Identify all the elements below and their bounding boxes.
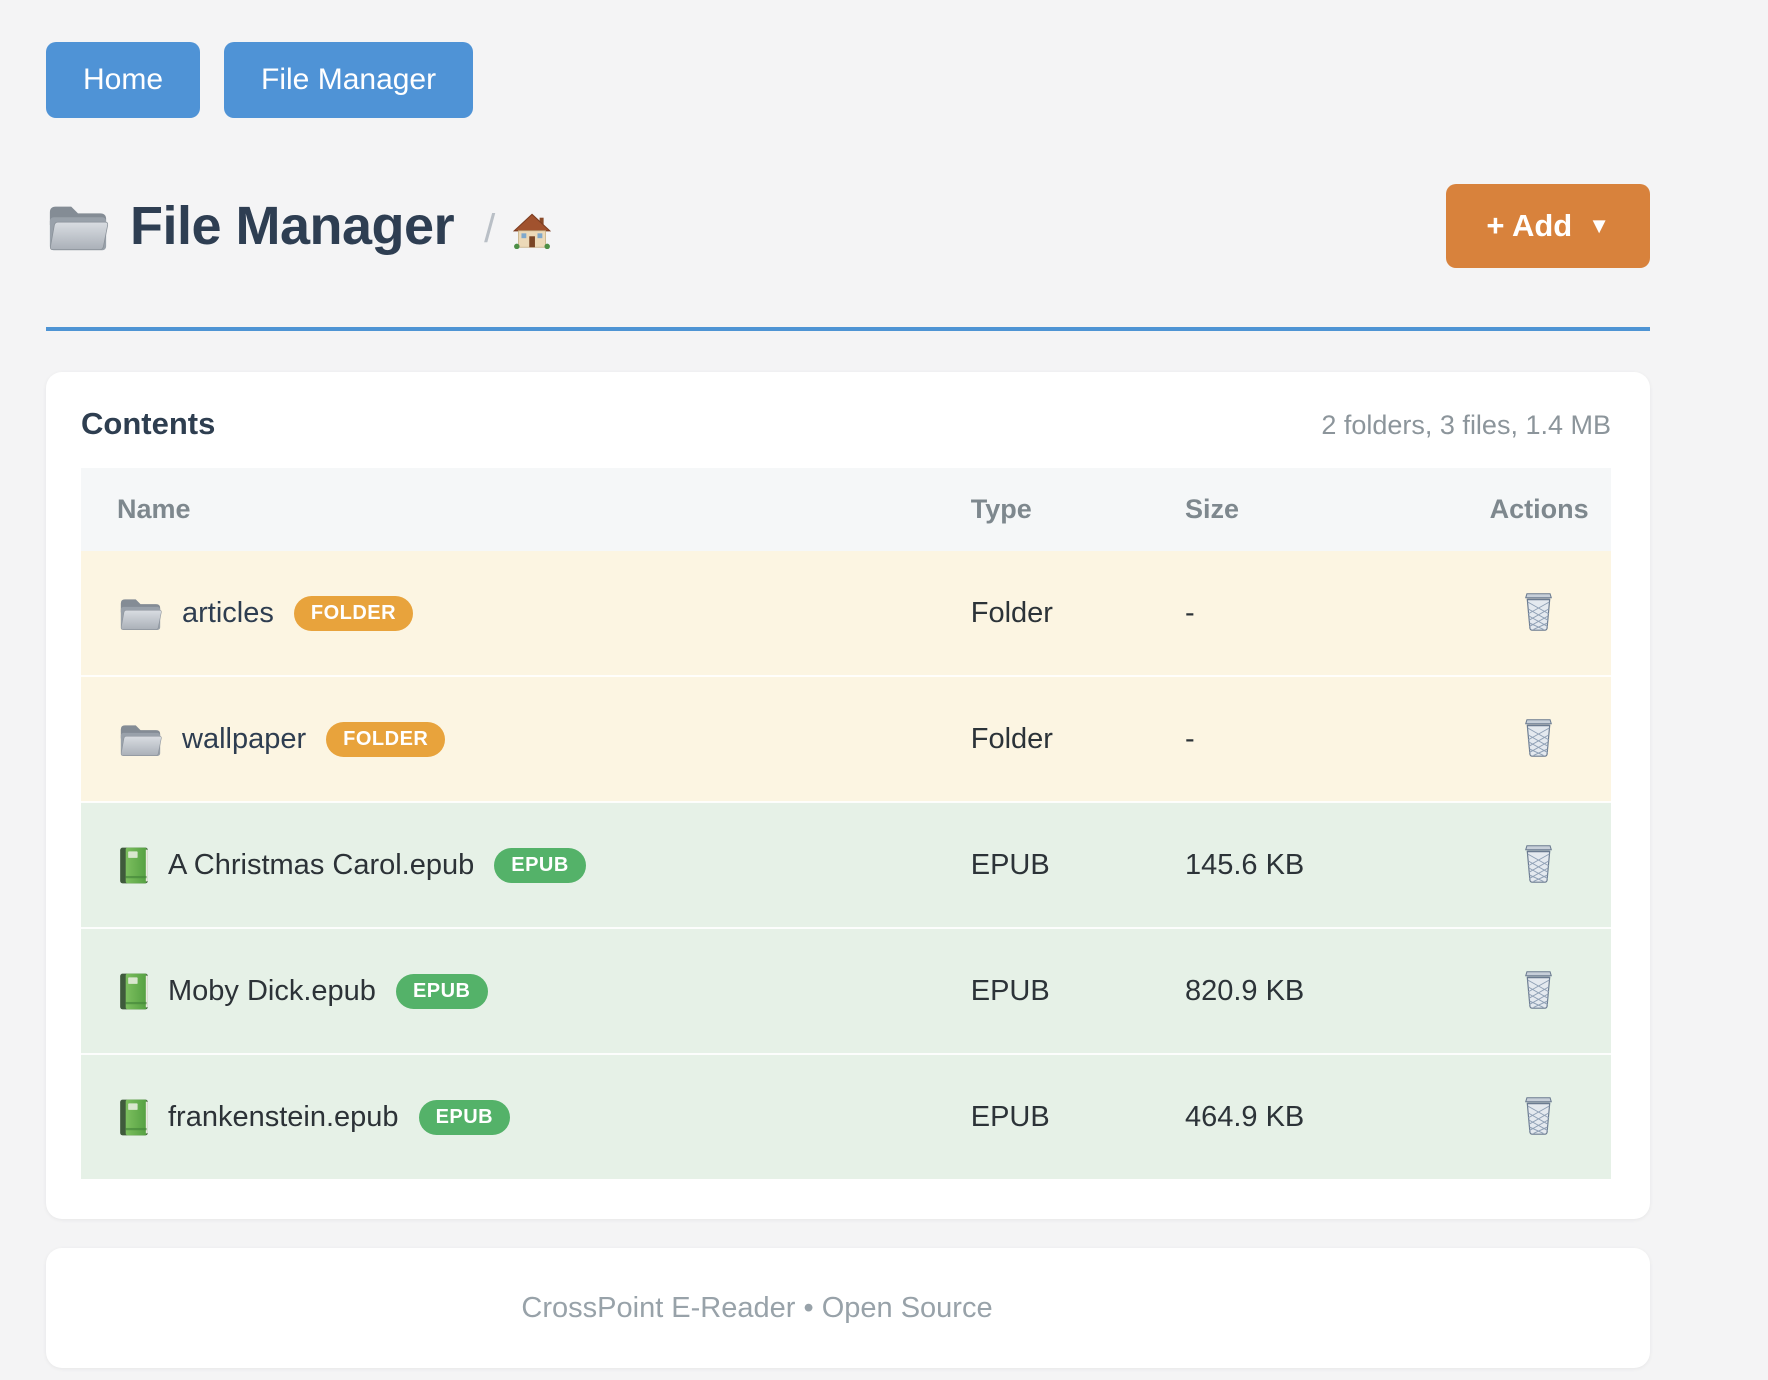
book-icon [120,973,148,1009]
column-header-type: Type [934,468,1149,551]
folder-icon [120,725,162,757]
delete-button[interactable] [1518,965,1559,1011]
add-button[interactable]: + Add ▼ [1446,184,1650,268]
table-row-moby-dick: Moby Dick.epub EPUB EPUB 820.9 KB [81,927,1611,1054]
contents-card-header: Contents 2 folders, 3 files, 1.4 MB [81,406,1611,442]
delete-button[interactable] [1518,713,1559,759]
folder-name-link[interactable]: articles [182,596,274,629]
files-table: Name Type Size Actions articles FOLDER [81,468,1611,1179]
type-cell: EPUB [934,1053,1149,1179]
size-cell: 464.9 KB [1148,1053,1466,1179]
epub-badge: EPUB [395,973,488,1009]
size-cell: 820.9 KB [1148,927,1466,1054]
footer-card: CrossPoint E-Reader • Open Source [46,1248,1650,1368]
open-folder-icon [49,206,109,251]
file-name-link[interactable]: Moby Dick.epub [168,974,376,1007]
book-icon [120,847,148,883]
trash-icon [1524,844,1552,883]
delete-button[interactable] [1518,1091,1559,1137]
epub-badge: EPUB [494,847,586,883]
book-icon [120,1099,148,1135]
footer-text: CrossPoint E-Reader • Open Source [521,1291,993,1324]
file-name-link[interactable]: A Christmas Carol.epub [168,848,475,881]
epub-badge: EPUB [418,1099,511,1135]
type-cell: Folder [970,596,1053,629]
table-row-wallpaper: wallpaper FOLDER Folder - [81,675,1611,802]
contents-summary: 2 folders, 3 files, 1.4 MB [1321,410,1611,440]
file-manager-nav-button[interactable]: File Manager [224,42,474,118]
folder-name-link[interactable]: wallpaper [182,722,307,755]
file-name-link[interactable]: frankenstein.epub [168,1100,399,1133]
page: Home File Manager File Manager / + Add ▼… [46,0,1650,1368]
delete-button[interactable] [1518,839,1559,885]
title-divider [46,327,1650,331]
contents-card: Contents 2 folders, 3 files, 1.4 MB Name… [46,372,1650,1219]
table-row-frankenstein: frankenstein.epub EPUB EPUB 464.9 KB [81,1053,1611,1179]
caret-down-icon: ▼ [1588,213,1610,238]
title-wrap: File Manager / [46,195,552,257]
size-cell: - [1184,596,1195,629]
table-row-articles: articles FOLDER Folder - [81,551,1611,676]
column-header-size: Size [1148,468,1466,551]
trash-icon [1524,1097,1552,1135]
size-cell: 145.6 KB [1148,801,1466,928]
folder-badge: FOLDER [293,595,414,631]
type-cell: Folder [934,675,1149,802]
add-button-label: + Add [1486,208,1573,243]
column-header-name: Name [81,468,935,551]
top-nav: Home File Manager [46,0,1650,118]
folder-icon [120,599,162,631]
page-title: File Manager [130,196,455,256]
table-header-row: Name Type Size Actions [81,468,1611,551]
delete-button[interactable] [1518,587,1559,633]
folder-badge: FOLDER [326,721,446,757]
column-header-actions: Actions [1465,468,1611,551]
contents-title: Contents [81,406,216,441]
home-nav-button[interactable]: Home [46,42,201,118]
house-icon[interactable] [513,213,552,249]
size-cell: - [1148,675,1466,802]
trash-icon [1524,592,1552,631]
type-cell: EPUB [934,801,1149,928]
table-row-christmas-carol: A Christmas Carol.epub EPUB EPUB 145.6 K… [81,801,1611,928]
trash-icon [1524,718,1552,757]
trash-icon [1524,970,1552,1009]
page-header: File Manager / + Add ▼ [46,184,1650,268]
type-cell: EPUB [934,927,1149,1054]
breadcrumb-separator: / [484,206,496,251]
